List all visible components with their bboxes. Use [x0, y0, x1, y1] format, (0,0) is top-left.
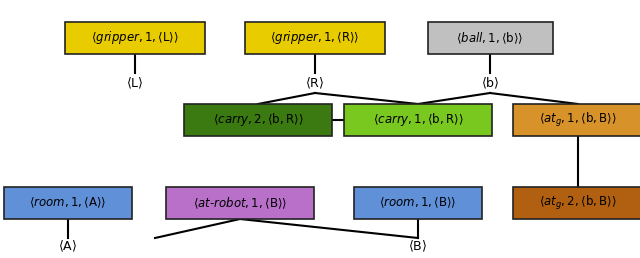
Text: $\langle \mathit{gripper}, 1, \langle\mathrm{R}\rangle\rangle$: $\langle \mathit{gripper}, 1, \langle\ma…: [270, 29, 360, 46]
Text: $\langle \mathit{at\text{-}robot}, 1, \langle\mathrm{B}\rangle\rangle$: $\langle \mathit{at\text{-}robot}, 1, \l…: [193, 195, 287, 211]
FancyBboxPatch shape: [65, 22, 205, 54]
FancyBboxPatch shape: [344, 104, 492, 136]
FancyBboxPatch shape: [184, 104, 332, 136]
FancyBboxPatch shape: [245, 22, 385, 54]
Text: $\langle \mathit{at}_g, 2, \langle\mathrm{b,B}\rangle\rangle$: $\langle \mathit{at}_g, 2, \langle\mathr…: [539, 194, 617, 212]
Text: $\langle\mathrm{A}\rangle$: $\langle\mathrm{A}\rangle$: [58, 238, 77, 254]
FancyBboxPatch shape: [354, 187, 482, 219]
Text: $\langle\mathrm{L}\rangle$: $\langle\mathrm{L}\rangle$: [126, 75, 144, 91]
FancyBboxPatch shape: [513, 187, 640, 219]
Text: $\langle \mathit{room}, 1, \langle\mathrm{B}\rangle\rangle$: $\langle \mathit{room}, 1, \langle\mathr…: [380, 196, 457, 210]
FancyBboxPatch shape: [428, 22, 552, 54]
Text: $\langle\mathrm{B}\rangle$: $\langle\mathrm{B}\rangle$: [408, 238, 428, 254]
FancyBboxPatch shape: [4, 187, 132, 219]
FancyBboxPatch shape: [166, 187, 314, 219]
Text: $\langle \mathit{room}, 1, \langle\mathrm{A}\rangle\rangle$: $\langle \mathit{room}, 1, \langle\mathr…: [29, 196, 107, 210]
Text: $\langle \mathit{ball}, 1, \langle\mathrm{b}\rangle\rangle$: $\langle \mathit{ball}, 1, \langle\mathr…: [456, 30, 524, 46]
Text: $\langle \mathit{gripper}, 1, \langle\mathrm{L}\rangle\rangle$: $\langle \mathit{gripper}, 1, \langle\ma…: [91, 29, 179, 46]
Text: $\langle\mathrm{R}\rangle$: $\langle\mathrm{R}\rangle$: [305, 75, 324, 91]
FancyBboxPatch shape: [513, 104, 640, 136]
Text: $\langle \mathit{carry}, 2, \langle\mathrm{b,R}\rangle\rangle$: $\langle \mathit{carry}, 2, \langle\math…: [212, 111, 303, 128]
Text: $\langle\mathrm{b}\rangle$: $\langle\mathrm{b}\rangle$: [481, 75, 499, 91]
Text: $\langle \mathit{at}_g, 1, \langle\mathrm{b,B}\rangle\rangle$: $\langle \mathit{at}_g, 1, \langle\mathr…: [539, 111, 617, 129]
Text: $\langle \mathit{carry}, 1, \langle\mathrm{b,R}\rangle\rangle$: $\langle \mathit{carry}, 1, \langle\math…: [372, 111, 463, 128]
